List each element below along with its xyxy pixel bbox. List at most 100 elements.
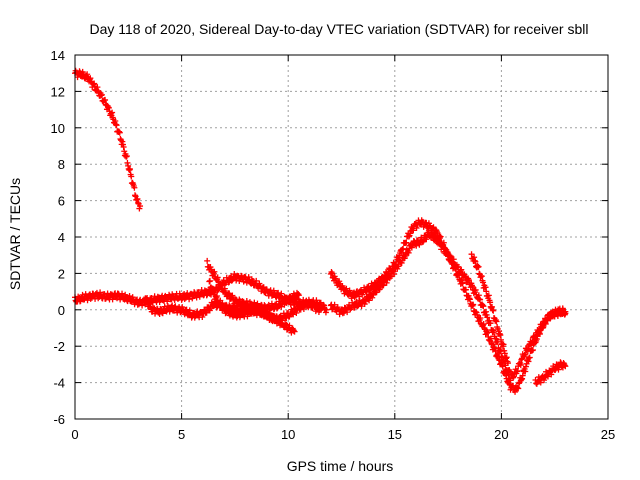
data-point [336,278,343,285]
data-point [413,242,420,249]
data-point [477,314,484,321]
data-point [211,268,218,275]
data-point [261,308,268,315]
y-tick-label: 6 [58,194,65,209]
data-point [562,363,569,370]
data-point [295,292,302,299]
data-point [400,245,407,252]
y-tick-label: 0 [58,303,65,318]
data-point [532,335,539,342]
data-point [483,330,490,337]
data-point [548,371,555,378]
data-point [482,308,489,315]
data-point [459,280,466,287]
data-point [557,359,564,366]
data-point [137,203,144,210]
data-point [477,296,484,303]
data-point [433,226,440,233]
data-point [480,279,487,286]
data-point [466,295,473,302]
data-point [116,129,123,136]
series-track-2 [72,271,324,315]
y-tick-label: 10 [51,121,65,136]
data-point [286,322,293,329]
x-tick-labels: 0 5 10 15 20 25 [71,427,615,442]
data-point [555,306,562,313]
data-point [526,354,533,361]
data-point [331,301,338,308]
data-point [128,173,135,180]
plot-frame [74,54,609,420]
y-tick-label: 14 [51,48,65,63]
data-point [549,313,556,320]
y-tick-labels: -6 -4 -2 0 2 4 6 8 10 12 14 [51,48,65,427]
data-point [515,385,522,392]
data-point [470,301,477,308]
data-point [433,233,440,240]
series-track-8 [468,251,513,375]
data-layer [72,67,569,395]
y-tick-label: 4 [58,230,65,245]
x-tick-label: 15 [388,427,402,442]
data-point [323,306,330,313]
data-point [226,290,233,297]
data-point [559,305,566,312]
data-point [562,308,569,315]
data-point [291,328,298,335]
data-point [458,266,465,273]
series-track-1 [72,67,144,212]
x-tick-label: 0 [71,427,78,442]
x-axis-label: GPS time / hours [287,458,394,474]
data-point [253,277,260,284]
x-tick-label: 10 [281,427,295,442]
series-track-7 [327,227,569,384]
y-tick-label: 2 [58,266,65,281]
data-point [541,377,548,384]
data-point [500,341,507,348]
data-point [505,360,512,367]
data-point [455,263,462,270]
x-tick-label: 5 [178,427,185,442]
series-track-9 [532,359,569,387]
data-point [490,307,497,314]
data-point [462,286,469,293]
data-point [84,71,91,78]
y-tick-label: -2 [53,339,65,354]
data-point [429,225,436,232]
data-point [366,297,373,304]
data-point [537,379,544,386]
data-point [480,303,487,310]
data-point [218,281,225,288]
y-axis-label: SDTVAR / TECUs [7,178,23,290]
data-point [506,380,513,387]
data-point [98,91,105,98]
y-tick-label: -4 [53,376,65,391]
data-point [494,338,501,345]
data-point [480,321,487,328]
data-point [546,314,553,321]
data-point [469,302,476,309]
data-point [497,347,504,354]
data-point [395,263,402,270]
data-point [127,166,134,173]
data-point [493,318,500,325]
chart-title: Day 118 of 2020, Sidereal Day-to-day VTE… [89,21,588,37]
data-point [493,335,500,342]
data-point [217,282,224,289]
data-point [529,347,536,354]
data-point [472,308,479,315]
data-point [479,302,486,309]
y-tick-label: 8 [58,157,65,172]
data-point [475,263,482,270]
x-tick-label: 20 [494,427,508,442]
data-point [555,366,562,373]
y-tick-label: 12 [51,84,65,99]
data-point [285,298,292,305]
y-tick-label: -6 [53,412,65,427]
data-point [203,309,210,316]
data-point [206,277,213,284]
series-track-5 [206,277,298,336]
data-point [391,271,398,278]
data-point [131,184,138,191]
